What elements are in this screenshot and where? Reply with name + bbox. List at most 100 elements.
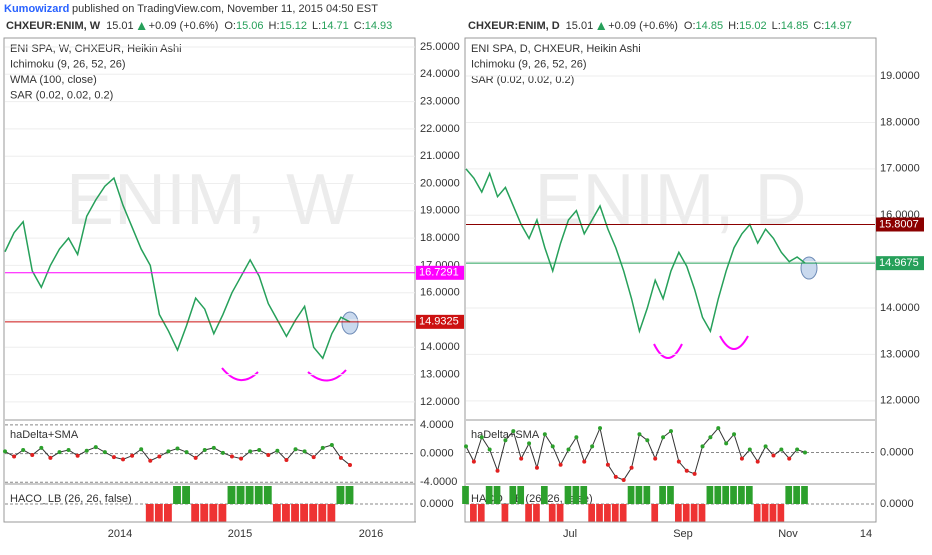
haco-bar — [619, 504, 627, 522]
indicator-dot — [479, 435, 484, 440]
haco-bar — [525, 504, 532, 522]
indicator-dot — [57, 450, 62, 455]
indicator-dot — [21, 447, 26, 452]
haco-bar — [300, 504, 309, 522]
legend-item: ENI SPA, W, CHXEUR, Heikin Ashi — [10, 43, 182, 55]
haco-bar — [651, 504, 659, 522]
change: +0.09 (+0.6%) — [608, 20, 678, 32]
indicator-dot — [211, 445, 216, 450]
price-line — [465, 168, 806, 334]
haco-bar — [604, 504, 611, 522]
haco-bar — [745, 486, 753, 504]
legend-item: Ichimoku (9, 26, 52, 26) — [10, 58, 126, 70]
indicator-dot — [275, 448, 280, 453]
price-tag-label: 14.9325 — [419, 316, 459, 328]
haco-bar — [540, 486, 548, 504]
indicator-dot — [348, 463, 352, 468]
x-tick-label: Sep — [673, 528, 693, 540]
haco-bar — [533, 504, 540, 522]
indicator-dot — [166, 449, 171, 454]
indicator-name: HACO_LB (26, 26, false) — [10, 493, 132, 505]
haco-bar — [336, 486, 345, 504]
haco-bar — [477, 504, 485, 522]
price-tag-label: 14.9675 — [879, 257, 919, 269]
y-tick-label: 14.0000 — [420, 341, 460, 353]
x-tick-label: 2015 — [228, 528, 252, 540]
indicator-line — [465, 426, 806, 481]
y-tick-label: 20.0000 — [420, 177, 460, 189]
symbol: CHXEUR:ENIM, D — [468, 20, 560, 32]
indicator-dot — [503, 438, 508, 443]
haco-bar — [163, 504, 172, 522]
haco-bar — [588, 504, 595, 522]
indicator-dot — [248, 449, 253, 454]
haco-bar — [245, 486, 254, 504]
indicator-dot — [464, 444, 468, 449]
y-tick-label: 18.0000 — [880, 116, 920, 128]
haco-bar — [596, 504, 603, 522]
indicator-dot — [202, 447, 207, 452]
indicator-dot — [175, 446, 180, 451]
indicator-dot — [293, 447, 298, 452]
indicator-dot — [795, 447, 800, 452]
haco-bar — [722, 486, 730, 504]
haco-bar — [753, 504, 761, 522]
y-tick-label: 16.0000 — [420, 287, 460, 299]
ohlc-label: H: — [269, 20, 280, 32]
ohlc-label: L: — [312, 20, 321, 32]
indicator-dot — [121, 457, 126, 462]
indicator-dot — [566, 447, 571, 452]
haco-bar — [769, 504, 777, 522]
author[interactable]: Kumowizard — [4, 3, 69, 15]
haco-bar — [730, 486, 737, 504]
ohlc-label: O: — [224, 20, 236, 32]
x-tick-label: Jul — [563, 528, 577, 540]
indicator-dot — [266, 453, 271, 458]
haco-bar — [145, 504, 154, 522]
indicator-dot — [487, 447, 492, 452]
ohlc-value: 15.06 — [236, 20, 264, 32]
haco-bar — [698, 504, 706, 522]
indicator-dot — [157, 454, 162, 459]
ohlc-label: C: — [813, 20, 824, 32]
symbol: CHXEUR:ENIM, W — [6, 20, 101, 32]
y-tick-label: -4.0000 — [420, 476, 457, 488]
haco-bar — [254, 486, 263, 504]
haco-bar — [209, 504, 218, 522]
haco-bar — [706, 486, 714, 504]
y-tick-label: 13.0000 — [420, 369, 460, 381]
indicator-dot — [39, 445, 44, 450]
ohlc-label: L: — [772, 20, 781, 32]
indicator-dot — [257, 447, 262, 452]
haco-bar — [309, 504, 318, 522]
haco-bar — [517, 486, 525, 504]
y-tick-label: 0.0000 — [420, 447, 454, 459]
y-tick-label: 19.0000 — [420, 205, 460, 217]
indicator-dot — [193, 455, 198, 460]
indicator-dot — [739, 456, 744, 461]
price-tag — [416, 265, 464, 280]
indicator-name: haDelta+SMA — [471, 429, 540, 441]
y-tick-label: 18.0000 — [420, 232, 460, 244]
y-tick-label: 12.0000 — [420, 396, 460, 408]
y-tick-label: 17.0000 — [880, 163, 920, 175]
indicator-dot — [613, 474, 618, 479]
haco-bar — [635, 486, 643, 504]
indicator-dot — [708, 435, 713, 440]
y-tick-label: 13.0000 — [880, 348, 920, 360]
watermark: ENIM, W — [66, 160, 354, 240]
y-tick-label: 22.0000 — [420, 123, 460, 135]
haco-bar — [327, 504, 336, 522]
up-arrow — [597, 22, 606, 30]
indicator-dot — [653, 456, 658, 461]
y-tick-label: 0.0000 — [880, 498, 914, 510]
indicator-dot — [75, 453, 80, 458]
indicator-dot — [102, 450, 107, 455]
indicator-dot — [755, 459, 760, 464]
legend-item: SAR (0.02, 0.02, 0.2) — [471, 74, 574, 86]
indicator-dot — [629, 465, 634, 470]
indicator-dot — [668, 429, 673, 434]
indicator-dot — [747, 447, 752, 452]
y-tick-label: 4.0000 — [420, 419, 454, 431]
